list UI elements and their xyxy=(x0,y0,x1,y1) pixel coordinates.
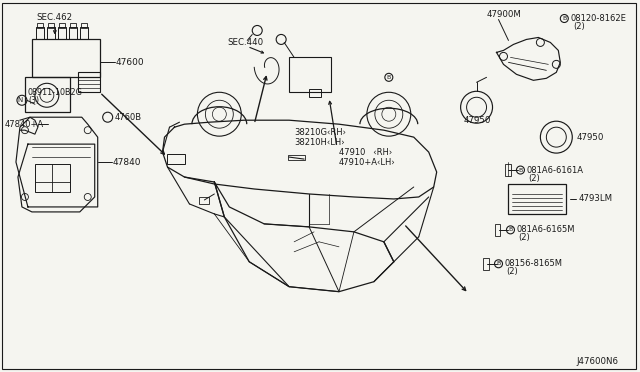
Text: B: B xyxy=(518,167,523,173)
Text: 08120-8162E: 08120-8162E xyxy=(570,14,626,23)
Bar xyxy=(70,23,76,29)
Text: 081A6-6161A: 081A6-6161A xyxy=(527,166,584,174)
Bar xyxy=(289,57,331,92)
Bar xyxy=(495,224,500,236)
Bar xyxy=(32,39,100,77)
Text: 47840+A: 47840+A xyxy=(5,120,44,129)
Bar xyxy=(78,72,100,92)
Text: 08156-8165M: 08156-8165M xyxy=(504,259,563,268)
Bar xyxy=(47,28,55,39)
Text: (2): (2) xyxy=(573,22,585,31)
Text: 38210H‹LH›: 38210H‹LH› xyxy=(294,138,345,147)
Bar xyxy=(309,89,321,97)
Text: SEC.440: SEC.440 xyxy=(227,38,264,47)
Bar xyxy=(35,164,70,192)
Text: B: B xyxy=(562,16,566,21)
Bar xyxy=(81,23,87,29)
Bar xyxy=(200,197,209,204)
Text: (3): (3) xyxy=(28,96,39,105)
Text: 4760B: 4760B xyxy=(115,113,142,122)
Text: 47910   ‹RH›: 47910 ‹RH› xyxy=(339,148,392,157)
Text: (2): (2) xyxy=(518,233,530,242)
Text: (2): (2) xyxy=(506,267,518,276)
Bar xyxy=(288,155,305,160)
Bar xyxy=(48,23,54,29)
Bar xyxy=(80,28,88,39)
Text: 47910+A‹LH›: 47910+A‹LH› xyxy=(339,158,396,167)
Bar xyxy=(68,28,77,39)
Text: 47900M: 47900M xyxy=(486,10,522,19)
Text: 47840: 47840 xyxy=(113,158,141,167)
Text: 4793LM: 4793LM xyxy=(579,195,612,203)
Text: 08911-10B2G: 08911-10B2G xyxy=(28,88,83,97)
Text: 38210G‹RH›: 38210G‹RH› xyxy=(294,128,346,137)
Text: B: B xyxy=(508,227,513,232)
Bar xyxy=(506,164,511,176)
Text: B: B xyxy=(497,261,500,266)
Bar xyxy=(59,23,65,29)
Text: SEC.462: SEC.462 xyxy=(36,13,73,22)
Bar xyxy=(508,184,566,214)
Text: 47950: 47950 xyxy=(576,133,604,142)
Text: 47950: 47950 xyxy=(463,116,491,125)
Text: 47600: 47600 xyxy=(116,58,144,67)
Text: J47600N6: J47600N6 xyxy=(576,357,618,366)
Bar xyxy=(36,28,44,39)
Bar xyxy=(25,77,70,112)
Text: B: B xyxy=(387,75,391,80)
Text: N: N xyxy=(17,97,22,103)
Text: (2): (2) xyxy=(529,173,540,183)
Bar xyxy=(168,154,186,164)
Bar xyxy=(37,23,43,29)
Bar xyxy=(58,28,66,39)
Text: 081A6-6165M: 081A6-6165M xyxy=(516,225,575,234)
Bar xyxy=(483,258,488,270)
